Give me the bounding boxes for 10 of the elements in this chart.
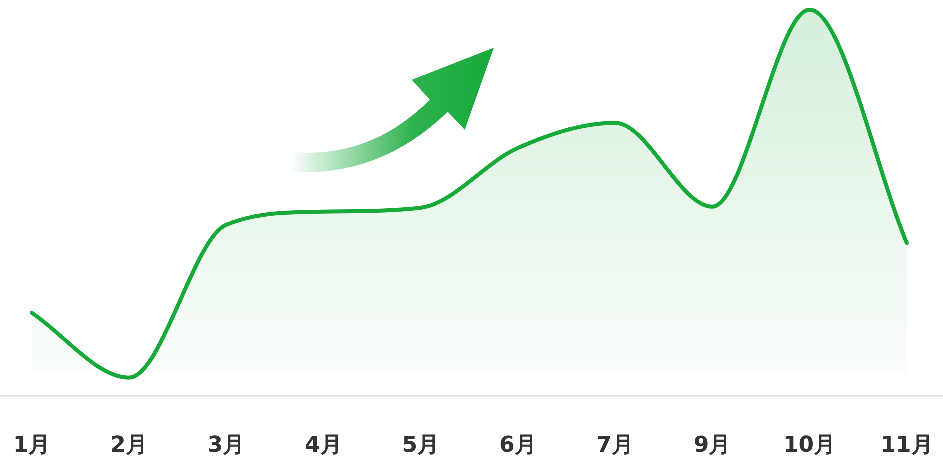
x-tick-label: 10月 [783, 433, 836, 458]
x-tick-label: 9月 [694, 433, 732, 458]
x-tick-label: 2月 [110, 433, 148, 458]
x-tick-label: 6月 [499, 433, 537, 458]
x-tick-label: 1月 [13, 433, 51, 458]
x-tick-label: 11月 [880, 433, 934, 458]
x-tick-label: 7月 [596, 433, 634, 458]
x-tick-label: 5月 [402, 433, 440, 458]
x-tick-label: 4月 [305, 433, 342, 458]
x-tick-label: 3月 [208, 433, 246, 458]
